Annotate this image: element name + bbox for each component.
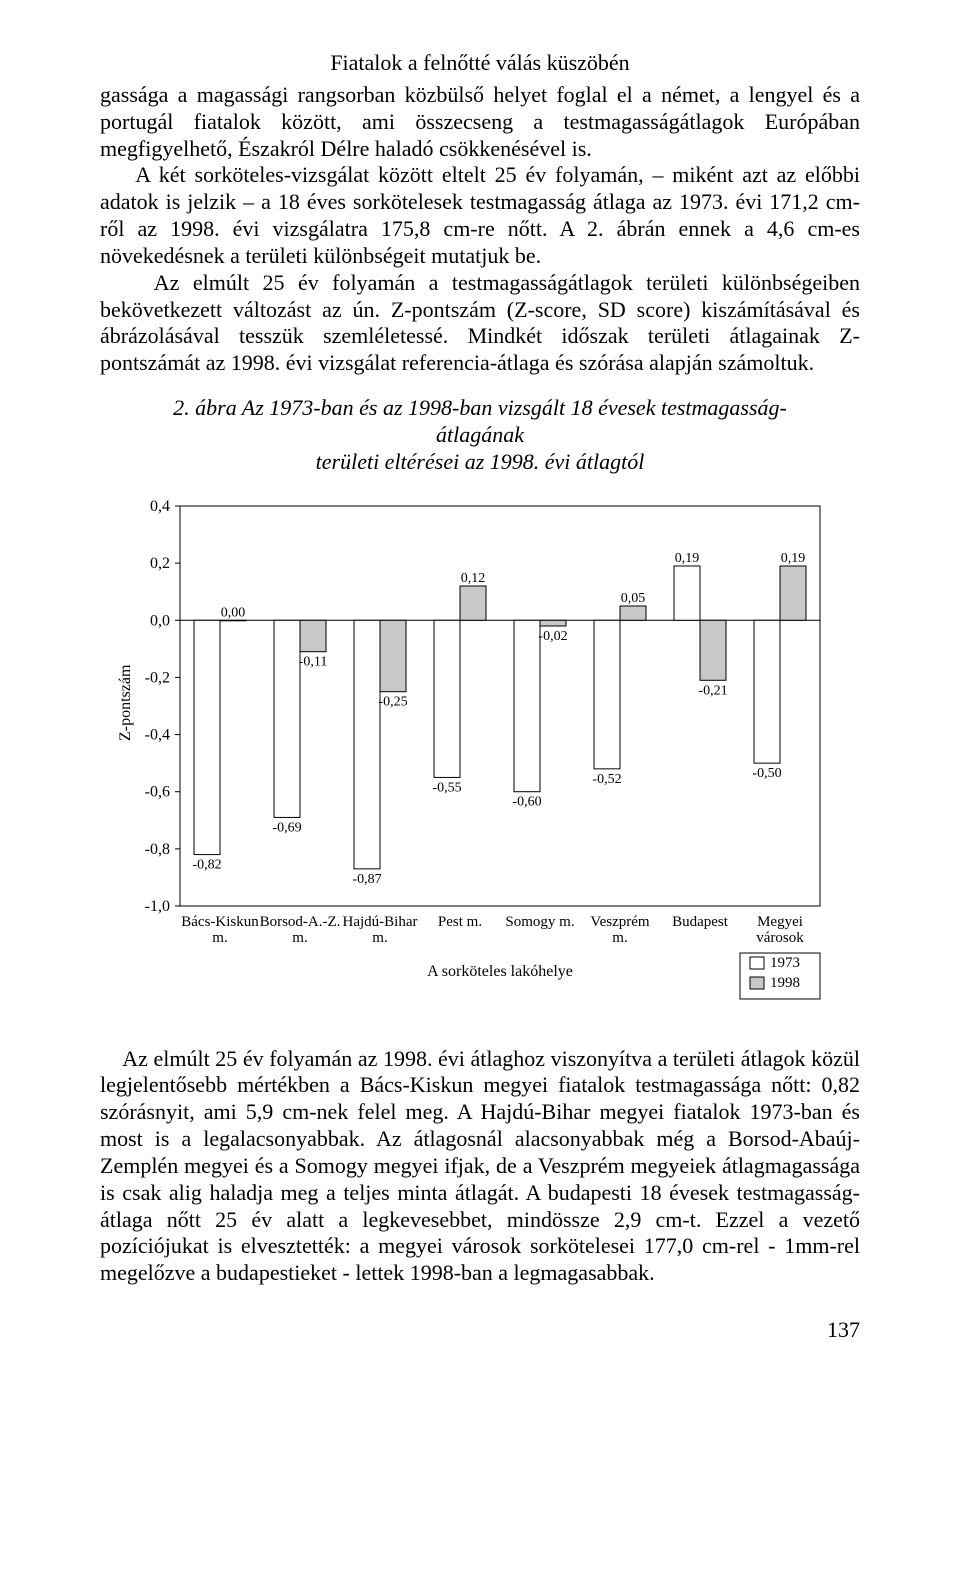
legend-swatch <box>750 957 764 969</box>
category-label: Somogy m. <box>505 914 574 930</box>
bar-1973 <box>434 620 460 777</box>
bar-1973 <box>274 620 300 817</box>
x-axis-label: A sorköteles lakóhelye <box>427 963 573 980</box>
bar-value-label: -0,69 <box>272 820 301 835</box>
figure-caption-line1: 2. ábra Az 1973-ban és az 1998-ban vizsg… <box>173 395 787 420</box>
bar-1973 <box>754 620 780 763</box>
bar-value-label: -0,55 <box>432 780 461 795</box>
bar-value-label: -0,87 <box>352 871 381 886</box>
category-label: városok <box>756 930 804 946</box>
y-tick-label: -0,6 <box>145 783 170 800</box>
bar-1998 <box>620 606 646 620</box>
chart-svg: 0,4 0,2 0,0 -0,2 -0,4 -0,6 -0,8 -1,0 Z-pontszám -… <box>100 486 860 1046</box>
z-score-bar-chart: 0,4 0,2 0,0 -0,2 -0,4 -0,6 -0,8 -1,0 Z-pontszám -… <box>100 486 860 1046</box>
bar-1998 <box>700 620 726 680</box>
bar-1998 <box>380 620 406 691</box>
category-label: Borsod-A.-Z. <box>260 914 341 930</box>
running-head: Fiatalok a felnőtté válás küszöbén <box>100 50 860 76</box>
legend-swatch <box>750 977 764 989</box>
category-label: Megyei <box>757 914 803 930</box>
bar-value-label: 0,05 <box>621 591 646 606</box>
bar-value-label: -0,60 <box>512 794 541 809</box>
y-tick-label: -0,2 <box>145 669 170 686</box>
bar-value-label: -0,21 <box>698 683 727 698</box>
legend-label: 1973 <box>770 955 800 971</box>
bar-value-label: -0,82 <box>192 857 221 872</box>
category-label: m. <box>292 930 307 946</box>
bar-value-label: -0,02 <box>538 629 567 644</box>
figure-caption-line2: átlagának <box>436 422 524 447</box>
bar-1998 <box>300 620 326 651</box>
y-tick-label: 0,2 <box>150 555 170 572</box>
y-axis-label: Z-pontszám <box>117 664 134 741</box>
bar-value-label: 0,19 <box>781 551 806 566</box>
category-label: m. <box>212 930 227 946</box>
bar-1973 <box>594 620 620 769</box>
bar-1998 <box>540 620 566 626</box>
bar-1998 <box>460 586 486 620</box>
y-tick-label: 0,0 <box>150 612 170 629</box>
bar-value-label: 0,12 <box>461 571 486 586</box>
bar-1973 <box>514 620 540 791</box>
y-tick-label: 0,4 <box>150 498 170 515</box>
bar-value-label: 0,19 <box>675 551 700 566</box>
category-label: Pest m. <box>438 914 482 930</box>
body-paragraph-1: gassága a magassági rangsorban közbülső … <box>100 82 860 377</box>
legend-label: 1998 <box>770 975 800 991</box>
y-tick-label: -1,0 <box>145 898 170 915</box>
category-label: Budapest <box>672 914 729 930</box>
bar-1998 <box>220 620 246 621</box>
bar-value-label: -0,50 <box>752 766 781 781</box>
category-label: m. <box>372 930 387 946</box>
bar-value-label: -0,52 <box>592 771 621 786</box>
bar-1973 <box>354 620 380 869</box>
figure-caption-line3: területi eltérései az 1998. évi átlagtól <box>316 449 645 474</box>
category-label: Hajdú-Bihar <box>343 914 418 930</box>
figure-caption: 2. ábra Az 1973-ban és az 1998-ban vizsg… <box>100 395 860 475</box>
bar-value-label: -0,11 <box>299 654 328 669</box>
bar-1973 <box>674 566 700 620</box>
body-paragraph-2: Az elmúlt 25 év folyamán az 1998. évi át… <box>100 1046 860 1287</box>
category-label: Veszprém <box>590 914 649 930</box>
category-label: Bács-Kiskun <box>181 914 259 930</box>
bar-1998 <box>780 566 806 620</box>
y-tick-label: -0,4 <box>145 726 170 743</box>
bar-1973 <box>194 620 220 854</box>
bar-value-label: 0,00 <box>221 605 246 620</box>
bar-value-label: -0,25 <box>378 694 407 709</box>
category-label: m. <box>612 930 627 946</box>
y-tick-label: -0,8 <box>145 840 170 857</box>
page-number: 137 <box>100 1317 860 1343</box>
